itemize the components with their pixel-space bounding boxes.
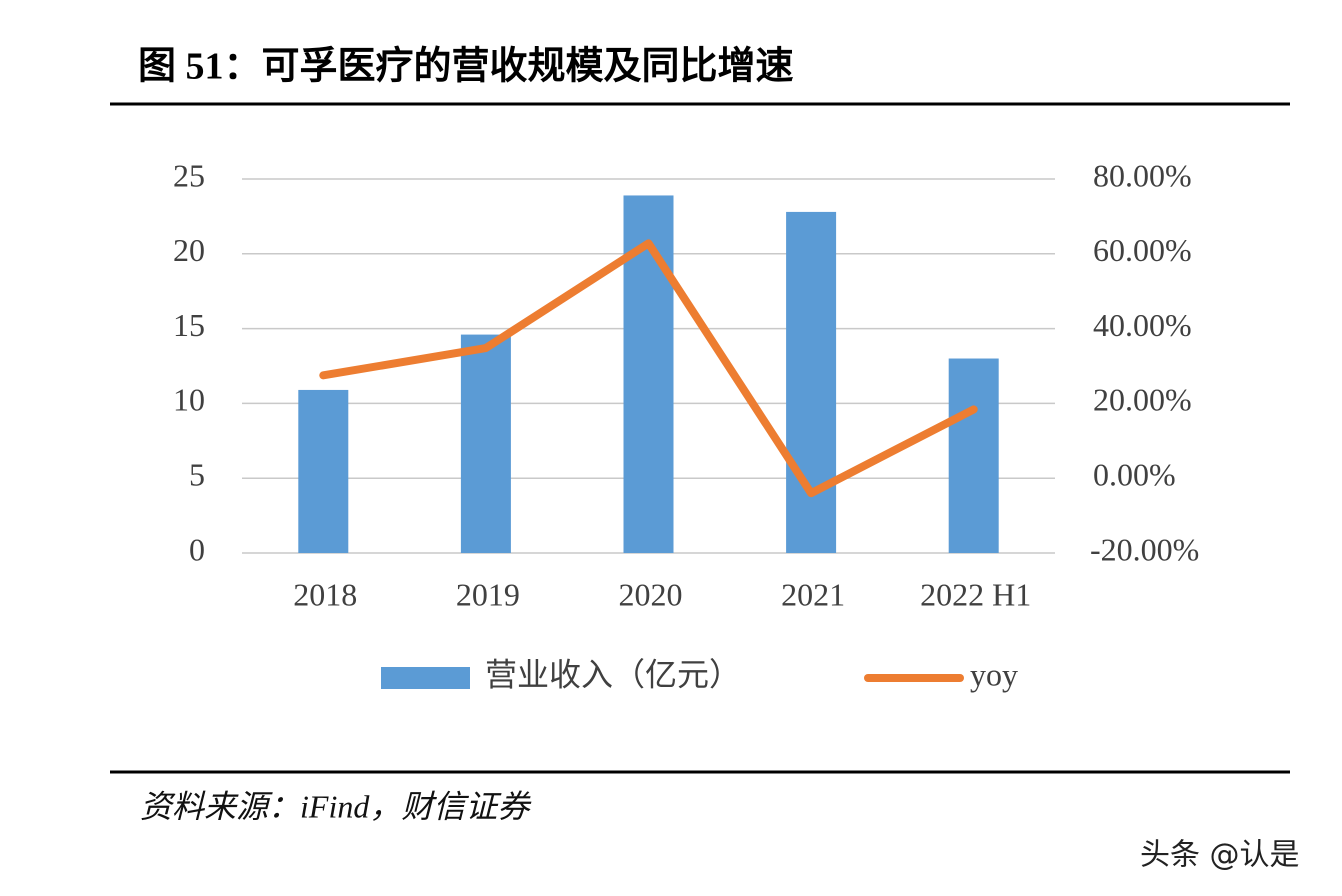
y2-tick-label: 60.00%: [1093, 232, 1192, 268]
y2-tick-label: 20.00%: [1093, 382, 1192, 418]
x-tick-label: 2018: [293, 576, 357, 612]
bar: [298, 389, 349, 553]
x-tick-label: 2021: [781, 576, 845, 612]
y2-tick-label: -20.00%: [1090, 531, 1199, 567]
chart-title: 图 51：可孚医疗的营收规模及同比增速: [138, 46, 794, 88]
bar: [460, 334, 511, 553]
legend-swatch: [381, 667, 470, 689]
y-tick-label: 10: [173, 382, 205, 418]
x-tick-label: 2022 H1: [920, 576, 1031, 612]
y-tick-label: 20: [173, 232, 205, 268]
legend-label: 营业收入（亿元）: [485, 656, 741, 692]
bar: [948, 358, 999, 553]
line: [319, 239, 978, 498]
y2-tick-label: 80.00%: [1093, 157, 1192, 193]
x-tick-label: 2020: [619, 576, 683, 612]
y-tick-label: 5: [189, 457, 205, 493]
bar: [786, 211, 837, 554]
source: 资料来源：iFind，财信证券: [140, 788, 532, 824]
y-tick-label: 15: [173, 307, 205, 343]
y-tick-label: 0: [189, 531, 205, 567]
legend-label: yoy: [970, 656, 1018, 692]
watermark: 头条 @认是: [1140, 838, 1300, 873]
y2-tick-label: 0.00%: [1093, 457, 1176, 493]
y2-tick-label: 40.00%: [1093, 307, 1192, 343]
y-tick-label: 25: [173, 157, 205, 193]
x-tick-label: 2019: [456, 576, 520, 612]
